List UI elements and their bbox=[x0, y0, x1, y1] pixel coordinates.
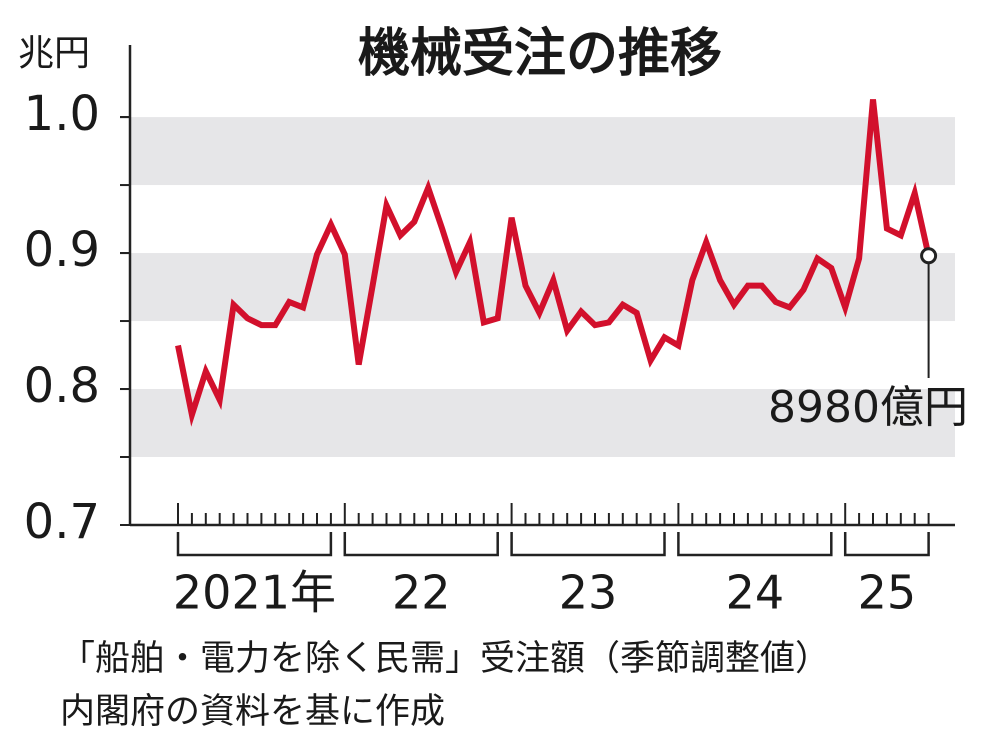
y-tick-label: 0.7 bbox=[24, 494, 100, 550]
x-group-label: 22 bbox=[392, 566, 451, 620]
source-line: 内閣府の資料を基に作成 bbox=[60, 692, 445, 732]
x-group-label: 23 bbox=[559, 566, 618, 620]
year-bracket bbox=[343, 532, 499, 557]
x-group-label: 25 bbox=[858, 566, 917, 620]
data-line bbox=[175, 99, 932, 427]
last-point bbox=[920, 247, 938, 265]
y-tick-label: 1.0 bbox=[24, 86, 100, 142]
chart-title: 機械受注の推移 bbox=[358, 24, 722, 84]
source-line: 「船舶・電力を除く民需」受注額（季節調整値） bbox=[60, 639, 830, 679]
x-group-label: 2021年 bbox=[173, 566, 336, 620]
y-tick-label: 0.8 bbox=[24, 358, 100, 414]
x-group-label: 24 bbox=[726, 566, 785, 620]
year-bracket bbox=[843, 532, 930, 557]
year-bracket bbox=[677, 532, 833, 557]
unit-label: 兆円 bbox=[18, 33, 90, 74]
year-bracket bbox=[176, 532, 333, 557]
grid-band bbox=[130, 389, 955, 458]
year-bracket bbox=[510, 532, 666, 557]
y-tick-label: 0.9 bbox=[24, 222, 100, 278]
grid-band bbox=[130, 117, 955, 186]
value-label: 8980億円 bbox=[768, 382, 968, 433]
